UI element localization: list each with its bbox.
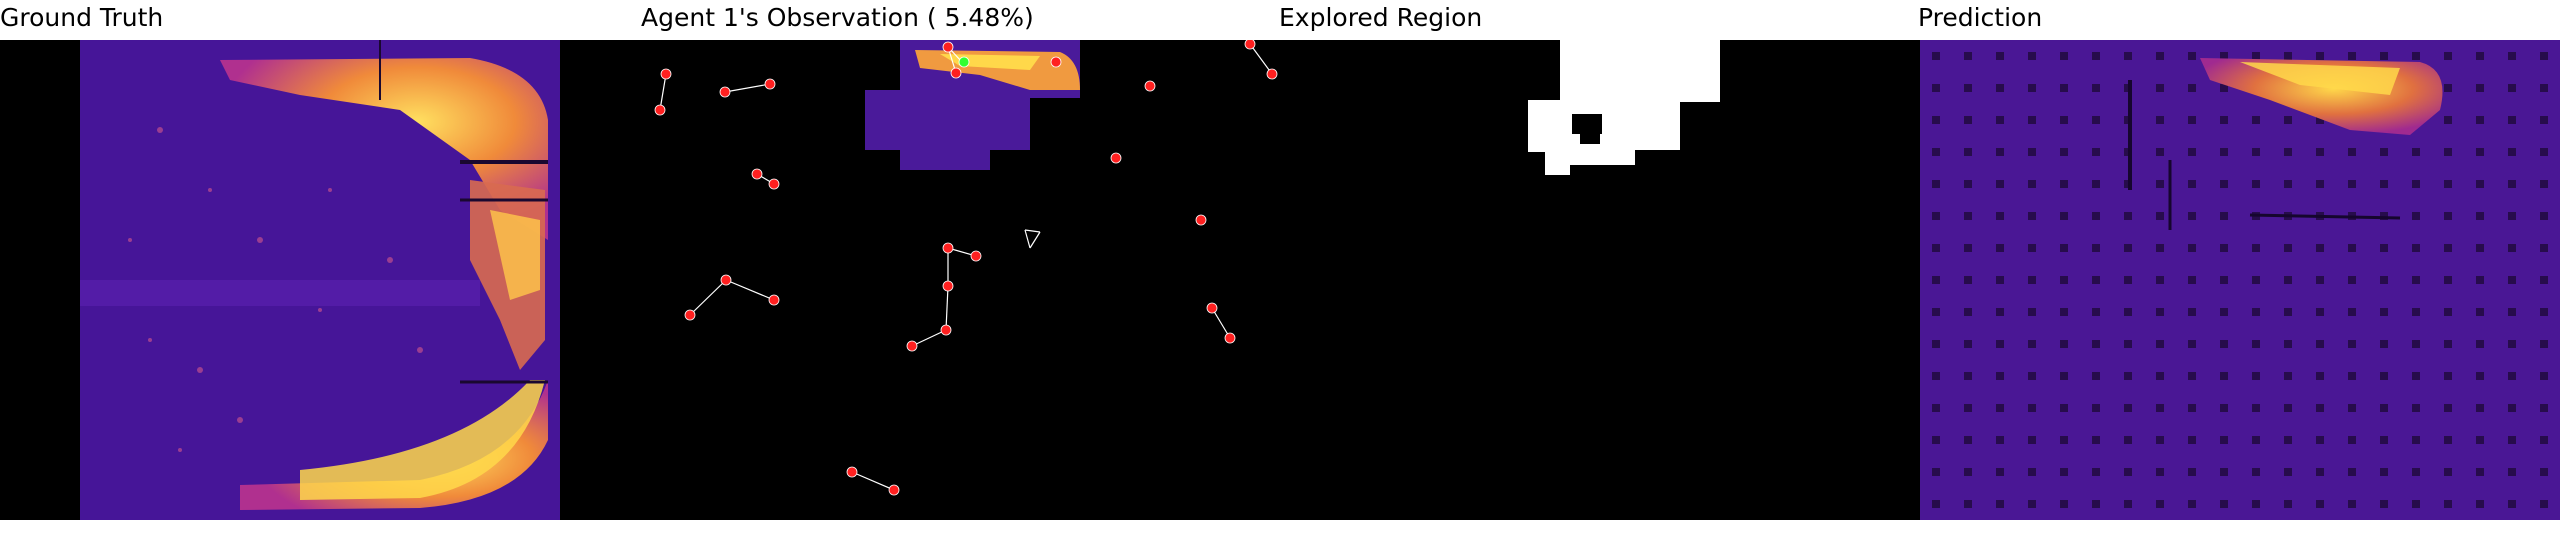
agent-marker	[1206, 302, 1218, 314]
explored-region-title: Explored Region	[1279, 3, 1483, 32]
agent-marker	[1224, 332, 1236, 344]
agent-marker	[888, 484, 900, 496]
ground-truth-panel	[0, 40, 560, 520]
agent-marker	[846, 466, 858, 478]
agent-marker	[654, 104, 666, 116]
prediction-title: Prediction	[1918, 3, 2043, 32]
agent-marker	[768, 178, 780, 190]
prediction-map	[1920, 40, 2560, 520]
agent-marker	[942, 41, 954, 53]
ground-truth-map	[80, 40, 560, 520]
agent-marker	[1244, 40, 1256, 50]
agent-marker	[1195, 214, 1207, 226]
ground-truth-title: Ground Truth	[0, 3, 164, 32]
agent-marker	[940, 324, 952, 336]
agent-marker	[1266, 68, 1278, 80]
agent-marker	[660, 68, 672, 80]
agent-marker	[768, 294, 780, 306]
agent-marker	[942, 242, 954, 254]
agent-marker	[1144, 80, 1156, 92]
agent-marker	[1110, 152, 1122, 164]
agent-marker	[719, 86, 731, 98]
explored-panel	[1080, 40, 1920, 520]
current-agent-marker	[958, 56, 970, 68]
agent-marker	[751, 168, 763, 180]
explored-mask	[1528, 40, 1720, 175]
agent-marker	[764, 78, 776, 90]
agent-marker	[942, 280, 954, 292]
observation-title: Agent 1's Observation ( 5.48%)	[641, 3, 1034, 32]
prediction-panel	[1920, 40, 2560, 520]
agent-marker	[906, 340, 918, 352]
observation-map	[560, 40, 1080, 520]
explored-map	[1080, 40, 1920, 520]
agent-marker	[970, 250, 982, 262]
observation-panel	[560, 40, 1080, 520]
agent-marker	[684, 309, 696, 321]
agent-marker	[720, 274, 732, 286]
agent-marker	[1050, 56, 1062, 68]
agent-marker	[950, 67, 962, 79]
